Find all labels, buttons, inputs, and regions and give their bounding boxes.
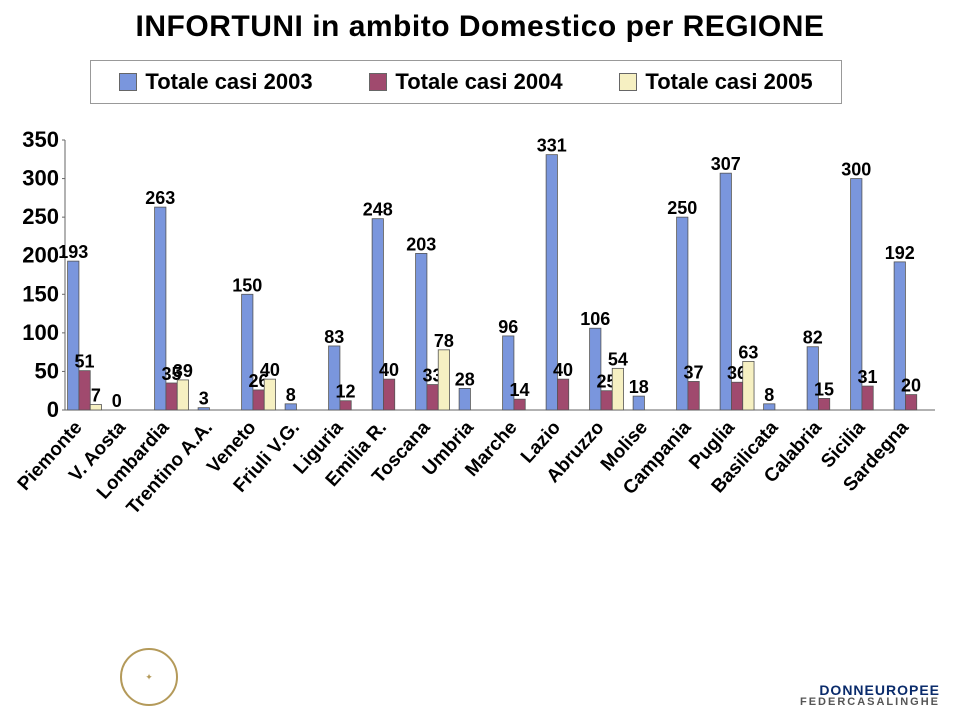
svg-text:150: 150 xyxy=(22,281,59,306)
legend: Totale casi 2003 Totale casi 2004 Totale… xyxy=(90,60,842,104)
legend-swatch-icon xyxy=(369,73,387,91)
svg-text:12: 12 xyxy=(336,382,356,402)
svg-text:8: 8 xyxy=(286,385,296,405)
legend-label: Totale casi 2003 xyxy=(145,69,312,95)
svg-text:78: 78 xyxy=(434,331,454,351)
svg-text:14: 14 xyxy=(510,380,530,400)
svg-text:248: 248 xyxy=(363,200,393,220)
svg-text:83: 83 xyxy=(324,327,344,347)
legend-label: Totale casi 2004 xyxy=(395,69,562,95)
svg-text:8: 8 xyxy=(764,385,774,405)
svg-text:203: 203 xyxy=(406,234,436,254)
bar-chart: 050100150200250300350193517Piemonte0V. A… xyxy=(10,130,950,450)
page: INFORTUNI in ambito Domestico per REGION… xyxy=(0,0,960,718)
svg-text:40: 40 xyxy=(379,360,399,380)
svg-text:51: 51 xyxy=(75,352,95,372)
svg-text:307: 307 xyxy=(711,154,741,174)
svg-text:20: 20 xyxy=(901,376,921,396)
svg-text:250: 250 xyxy=(22,204,59,229)
chart-title: INFORTUNI in ambito Domestico per REGION… xyxy=(0,10,960,44)
legend-label: Totale casi 2005 xyxy=(645,69,812,95)
legend-swatch-icon xyxy=(119,73,137,91)
svg-text:Piemonte: Piemonte xyxy=(14,417,87,495)
svg-text:40: 40 xyxy=(260,360,280,380)
chart-svg: 050100150200250300350193517Piemonte0V. A… xyxy=(10,130,950,450)
svg-text:63: 63 xyxy=(738,342,758,362)
university-logo-icon: ✦ xyxy=(120,648,178,706)
credits: DONNEUROPEE FEDERCASALINGHE xyxy=(800,683,940,708)
svg-text:200: 200 xyxy=(22,243,59,268)
svg-text:0: 0 xyxy=(112,391,122,411)
svg-text:0: 0 xyxy=(47,397,59,422)
svg-text:150: 150 xyxy=(232,275,262,295)
svg-text:18: 18 xyxy=(629,377,649,397)
svg-text:37: 37 xyxy=(684,362,704,382)
svg-text:331: 331 xyxy=(537,136,567,156)
svg-text:15: 15 xyxy=(814,379,834,399)
svg-text:40: 40 xyxy=(553,360,573,380)
svg-text:54: 54 xyxy=(608,349,628,369)
svg-text:250: 250 xyxy=(667,198,697,218)
svg-text:7: 7 xyxy=(91,386,101,406)
credits-line1: DONNEUROPEE xyxy=(800,683,940,697)
svg-text:100: 100 xyxy=(22,320,59,345)
svg-text:300: 300 xyxy=(841,160,871,180)
svg-text:263: 263 xyxy=(145,188,175,208)
svg-text:39: 39 xyxy=(173,361,193,381)
svg-text:82: 82 xyxy=(803,328,823,348)
svg-text:3: 3 xyxy=(199,389,209,409)
svg-text:300: 300 xyxy=(22,166,59,191)
credits-line2: FEDERCASALINGHE xyxy=(800,697,940,708)
svg-text:50: 50 xyxy=(35,358,59,383)
svg-text:193: 193 xyxy=(58,242,88,262)
svg-text:31: 31 xyxy=(858,367,878,387)
legend-item: Totale casi 2004 xyxy=(369,69,562,95)
svg-text:28: 28 xyxy=(455,369,475,389)
svg-text:192: 192 xyxy=(885,243,915,263)
svg-text:106: 106 xyxy=(580,309,610,329)
svg-text:350: 350 xyxy=(22,127,59,152)
legend-item: Totale casi 2005 xyxy=(619,69,812,95)
legend-swatch-icon xyxy=(619,73,637,91)
svg-text:96: 96 xyxy=(498,317,518,337)
legend-item: Totale casi 2003 xyxy=(119,69,312,95)
